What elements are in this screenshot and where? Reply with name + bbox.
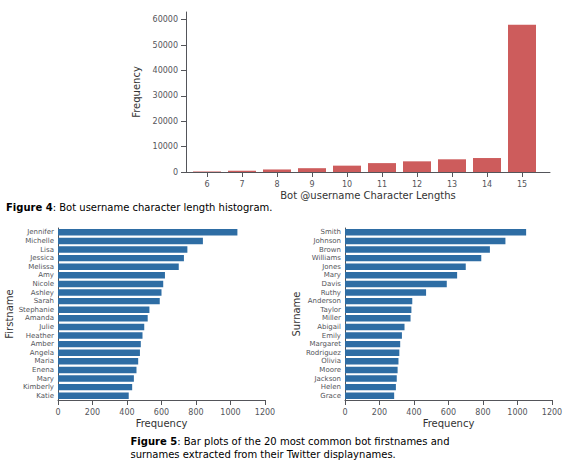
svg-text:Figure 4: Figure 4: [6, 202, 53, 213]
svg-text:Figure 5: Figure 5: [131, 436, 178, 447]
svg-text:Ruthy: Ruthy: [321, 289, 341, 297]
svg-text:Jessica: Jessica: [29, 254, 54, 262]
svg-text:Emily: Emily: [322, 332, 341, 340]
svg-text:0: 0: [173, 168, 178, 177]
svg-text:Frequency: Frequency: [423, 418, 475, 429]
svg-text:14: 14: [482, 180, 492, 189]
svg-text:600: 600: [441, 408, 456, 417]
svg-text:0: 0: [342, 408, 347, 417]
svg-text:Ashley: Ashley: [31, 289, 54, 297]
svg-text:10: 10: [342, 180, 352, 189]
svg-text:1000: 1000: [507, 408, 527, 417]
svg-text:800: 800: [475, 408, 490, 417]
svg-text:Miller: Miller: [322, 314, 341, 322]
svg-text:600: 600: [154, 408, 169, 417]
svg-text:Nicole: Nicole: [32, 280, 54, 288]
svg-text:: Bar plots of the 20 most com: : Bar plots of the 20 most common bot fi…: [177, 436, 449, 447]
svg-text:Frequency: Frequency: [131, 66, 142, 118]
svg-text:Heather: Heather: [26, 332, 54, 340]
svg-text:15: 15: [517, 180, 527, 189]
svg-text:Margaret: Margaret: [309, 340, 341, 348]
svg-text:Enena: Enena: [32, 366, 54, 374]
svg-text:20000: 20000: [153, 117, 178, 126]
svg-text:Olivia: Olivia: [321, 357, 341, 365]
svg-text:Smith: Smith: [321, 228, 341, 236]
svg-text:Williams: Williams: [312, 254, 342, 262]
svg-text:Bot @username Character Length: Bot @username Character Lengths: [280, 190, 456, 201]
svg-text:Julie: Julie: [38, 323, 54, 331]
svg-text:Rodriguez: Rodriguez: [306, 349, 341, 357]
svg-text:Lisa: Lisa: [40, 246, 54, 254]
svg-text:Amber: Amber: [31, 340, 54, 348]
svg-text:Jones: Jones: [321, 263, 341, 271]
svg-text:Stephanie: Stephanie: [19, 306, 54, 314]
svg-text:12: 12: [412, 180, 422, 189]
svg-text:60000: 60000: [153, 15, 178, 24]
svg-text:Johnson: Johnson: [312, 237, 341, 245]
svg-text:Sarah: Sarah: [34, 297, 54, 305]
svg-text:Taylor: Taylor: [319, 306, 341, 314]
svg-text:Maria: Maria: [35, 357, 54, 365]
svg-text:400: 400: [119, 408, 134, 417]
svg-text:Anderson: Anderson: [308, 297, 341, 305]
svg-text:9: 9: [309, 180, 314, 189]
svg-text:Firstname: Firstname: [4, 289, 15, 338]
svg-text:200: 200: [372, 408, 387, 417]
svg-text:Grace: Grace: [320, 392, 341, 400]
svg-text:Abigail: Abigail: [317, 323, 341, 331]
svg-text:800: 800: [188, 408, 203, 417]
svg-text:Brown: Brown: [319, 246, 341, 254]
svg-text:0: 0: [55, 408, 60, 417]
svg-text:1000: 1000: [220, 408, 240, 417]
svg-text:6: 6: [204, 180, 209, 189]
svg-text:11: 11: [377, 180, 387, 189]
svg-text:Angela: Angela: [30, 349, 54, 357]
svg-text:200: 200: [85, 408, 100, 417]
svg-text:Surname: Surname: [291, 292, 302, 337]
svg-text:Amy: Amy: [38, 271, 54, 279]
svg-text:Helen: Helen: [321, 383, 341, 391]
svg-text:Kimberly: Kimberly: [23, 383, 54, 391]
svg-text:13: 13: [447, 180, 457, 189]
svg-text:surnames extracted from their: surnames extracted from their Twitter di…: [131, 449, 396, 460]
svg-text:400: 400: [406, 408, 421, 417]
svg-text:50000: 50000: [153, 41, 178, 50]
svg-text:40000: 40000: [153, 66, 178, 75]
svg-text:Jennifer: Jennifer: [26, 228, 54, 236]
svg-text:Mary: Mary: [37, 375, 54, 383]
svg-text:8: 8: [274, 180, 279, 189]
svg-text:Mary: Mary: [324, 271, 341, 279]
svg-text:Michelle: Michelle: [25, 237, 54, 245]
svg-text:Moore: Moore: [319, 366, 341, 374]
svg-text:Melissa: Melissa: [28, 263, 54, 271]
svg-text:Frequency: Frequency: [136, 418, 188, 429]
svg-text:1200: 1200: [255, 408, 275, 417]
svg-text:: Bot username character lengt: : Bot username character length histogra…: [53, 202, 273, 213]
svg-text:Davis: Davis: [322, 280, 342, 288]
svg-text:10000: 10000: [153, 142, 178, 151]
svg-text:Amanda: Amanda: [25, 314, 54, 322]
svg-text:30000: 30000: [153, 91, 178, 100]
svg-text:Katie: Katie: [36, 392, 54, 400]
svg-text:1200: 1200: [542, 408, 562, 417]
svg-text:Jackson: Jackson: [313, 375, 341, 383]
svg-text:7: 7: [239, 180, 244, 189]
